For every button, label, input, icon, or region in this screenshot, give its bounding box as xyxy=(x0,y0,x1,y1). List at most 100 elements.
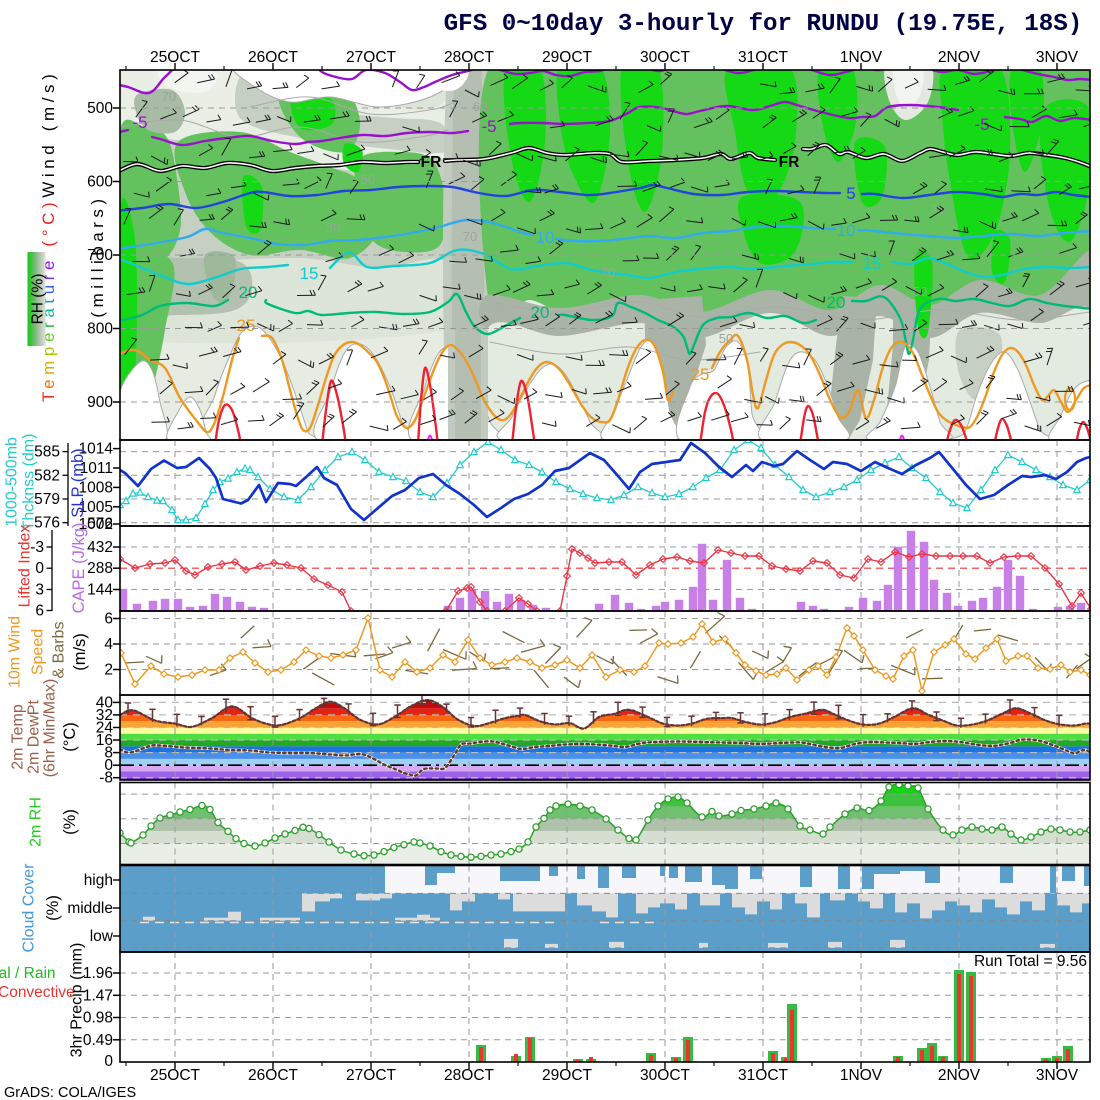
svg-text:432: 432 xyxy=(87,539,113,556)
svg-text:29OCT: 29OCT xyxy=(542,49,592,66)
svg-text:25: 25 xyxy=(237,316,256,335)
svg-text:30OCT: 30OCT xyxy=(640,49,690,66)
svg-text:20: 20 xyxy=(239,283,258,302)
svg-text:0: 0 xyxy=(104,1053,113,1070)
svg-text:600: 600 xyxy=(87,174,113,191)
svg-text:GFS 0~10day 3-hourly for RUNDU: GFS 0~10day 3-hourly for RUNDU (19.75E, … xyxy=(444,11,1083,38)
svg-text:30: 30 xyxy=(326,220,340,235)
svg-text:1.47: 1.47 xyxy=(83,987,113,1004)
svg-text:3hr Precip (mm): 3hr Precip (mm) xyxy=(69,943,86,1058)
svg-text:576: 576 xyxy=(34,515,60,532)
svg-text:32: 32 xyxy=(96,707,113,724)
svg-text:20: 20 xyxy=(531,303,550,322)
svg-text:1008: 1008 xyxy=(79,479,113,496)
svg-text:582: 582 xyxy=(34,467,60,484)
svg-text:2m Temp: 2m Temp xyxy=(10,704,27,770)
svg-text:2m RH: 2m RH xyxy=(28,797,45,847)
svg-text:-5: -5 xyxy=(481,117,496,136)
svg-text:0.98: 0.98 xyxy=(83,1010,113,1027)
svg-text:29OCT: 29OCT xyxy=(542,1067,592,1084)
svg-text:6: 6 xyxy=(35,603,44,620)
svg-text:-8: -8 xyxy=(99,770,113,787)
svg-text:-5: -5 xyxy=(974,115,989,134)
svg-text:28OCT: 28OCT xyxy=(444,49,494,66)
svg-text:FR: FR xyxy=(779,154,800,171)
svg-text:27OCT: 27OCT xyxy=(346,1067,396,1084)
svg-text:10: 10 xyxy=(536,228,555,247)
svg-text:(°C): (°C) xyxy=(61,722,79,752)
svg-text:& Barbs: & Barbs xyxy=(51,622,68,679)
svg-text:(%): (%) xyxy=(44,895,62,921)
svg-text:15: 15 xyxy=(863,254,882,273)
svg-text:2: 2 xyxy=(104,662,113,679)
svg-text:60: 60 xyxy=(473,99,487,114)
svg-text:2m DewPt: 2m DewPt xyxy=(26,700,43,774)
svg-text:10: 10 xyxy=(837,221,856,240)
svg-text:Run Total = 9.56: Run Total = 9.56 xyxy=(974,953,1087,970)
svg-text:800: 800 xyxy=(87,321,113,338)
svg-text:3NOV: 3NOV xyxy=(1036,49,1079,66)
svg-text:31OCT: 31OCT xyxy=(738,49,788,66)
svg-text:25: 25 xyxy=(691,365,710,384)
svg-text:(%): (%) xyxy=(61,809,79,835)
svg-text:5: 5 xyxy=(846,184,855,203)
svg-text:4: 4 xyxy=(104,636,113,653)
svg-text:8: 8 xyxy=(104,745,113,762)
svg-text:1005: 1005 xyxy=(79,499,113,516)
svg-text:Lifted Index: Lifted Index xyxy=(17,525,34,608)
svg-text:70: 70 xyxy=(931,202,945,217)
svg-text:-5: -5 xyxy=(132,113,147,132)
svg-text:24: 24 xyxy=(96,720,114,737)
svg-text:30OCT: 30OCT xyxy=(640,1067,690,1084)
svg-text:1014: 1014 xyxy=(79,441,114,458)
svg-text:288: 288 xyxy=(87,560,113,577)
svg-text:(6hr Min/Max): (6hr Min/Max) xyxy=(42,679,59,778)
svg-text:25OCT: 25OCT xyxy=(150,1067,200,1084)
svg-text:10m Wind: 10m Wind xyxy=(7,616,24,688)
svg-text:Speed: Speed xyxy=(30,629,47,675)
svg-text:1NOV: 1NOV xyxy=(840,1067,883,1084)
svg-text:50: 50 xyxy=(719,331,733,346)
svg-text:(m/s): (m/s) xyxy=(71,633,89,671)
svg-text:70: 70 xyxy=(601,265,615,280)
svg-text:579: 579 xyxy=(34,491,60,508)
svg-text:Convective: Convective xyxy=(0,984,75,1001)
svg-text:500: 500 xyxy=(87,100,113,117)
svg-text:1.96: 1.96 xyxy=(83,965,113,982)
svg-text:3: 3 xyxy=(35,582,44,599)
svg-text:31OCT: 31OCT xyxy=(738,1067,788,1084)
svg-text:50: 50 xyxy=(913,284,927,299)
svg-text:144: 144 xyxy=(87,582,113,599)
svg-text:576: 576 xyxy=(87,516,113,533)
svg-text:FR: FR xyxy=(421,154,442,171)
svg-text:585: 585 xyxy=(34,444,60,461)
svg-text:900: 900 xyxy=(87,394,113,411)
svg-text:1002: 1002 xyxy=(79,516,113,533)
svg-text:middle: middle xyxy=(67,900,113,917)
svg-text:GrADS: COLA/IGES: GrADS: COLA/IGES xyxy=(4,1085,136,1100)
svg-text:Cloud Cover: Cloud Cover xyxy=(21,863,38,953)
svg-text:70: 70 xyxy=(463,229,477,244)
svg-text:(millibars): (millibars) xyxy=(88,194,107,317)
svg-text:1NOV: 1NOV xyxy=(840,49,883,66)
svg-text:2NOV: 2NOV xyxy=(938,49,981,66)
svg-text:Temperature (°C)Wind (m/s): Temperature (°C)Wind (m/s) xyxy=(39,70,58,402)
svg-text:2NOV: 2NOV xyxy=(938,1067,981,1084)
svg-text:1011: 1011 xyxy=(80,460,113,477)
svg-text:low: low xyxy=(90,928,114,945)
svg-text:0.49: 0.49 xyxy=(83,1032,113,1049)
svg-text:20: 20 xyxy=(827,293,846,312)
svg-text:Thcknss (dm): Thcknss (dm) xyxy=(21,434,38,531)
svg-text:50: 50 xyxy=(361,172,375,187)
svg-text:1000-500mb: 1000-500mb xyxy=(4,437,21,527)
svg-text:15: 15 xyxy=(300,264,319,283)
svg-text:0: 0 xyxy=(104,757,113,774)
svg-text:6: 6 xyxy=(104,611,113,628)
svg-text:-3: -3 xyxy=(30,539,44,556)
svg-text:3NOV: 3NOV xyxy=(1036,1067,1079,1084)
svg-text:70: 70 xyxy=(162,89,176,104)
svg-text:28OCT: 28OCT xyxy=(444,1067,494,1084)
svg-text:700: 700 xyxy=(87,247,113,264)
svg-text:0: 0 xyxy=(35,560,44,577)
svg-text:16: 16 xyxy=(96,732,113,749)
